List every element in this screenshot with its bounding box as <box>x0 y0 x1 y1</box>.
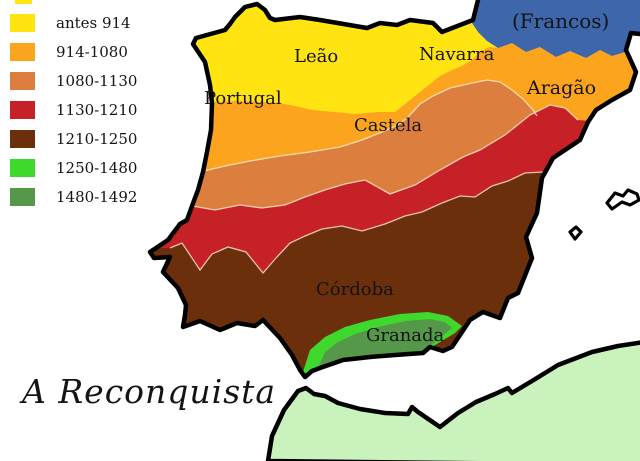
region-1480-1492 <box>318 319 452 368</box>
region-africa <box>265 340 640 461</box>
legend-swatch-914-1080 <box>10 43 35 61</box>
legend-swatch-1210-1250 <box>10 130 35 148</box>
legend-swatch-antes-914 <box>10 14 35 32</box>
legend-row: 1480-1492 <box>10 188 137 206</box>
label-francos: (Francos) <box>512 9 610 33</box>
legend-row: antes 914 <box>10 14 137 32</box>
legend-label: 1480-1492 <box>56 188 138 206</box>
legend-label: antes 914 <box>56 14 131 32</box>
label-granada: Granada <box>366 325 445 346</box>
divider-1080 <box>199 79 538 173</box>
legend-label: 1210-1250 <box>56 130 138 148</box>
label-leao: Leão <box>294 46 339 67</box>
legend-row: 1080-1130 <box>10 72 137 90</box>
label-portugal: Portugal <box>204 88 282 109</box>
divider-1210 <box>169 171 544 275</box>
divider-1130 <box>191 104 579 211</box>
label-cordoba: Córdoba <box>316 279 394 300</box>
legend-swatch-1130-1210 <box>10 101 35 119</box>
legend-label: 914-1080 <box>56 43 128 61</box>
coastline-outline <box>147 0 640 380</box>
legend-label: 1080-1130 <box>56 72 138 90</box>
legend-partial-swatch <box>15 0 32 4</box>
legend-label: 1130-1210 <box>56 101 138 119</box>
label-navarra: Navarra <box>419 44 495 65</box>
legend-swatch-1080-1130 <box>10 72 35 90</box>
region-francos <box>470 0 640 58</box>
legend-swatch-1250-1480 <box>10 159 35 177</box>
legend-row: 914-1080 <box>10 43 137 61</box>
label-aragao: Aragão <box>527 77 597 99</box>
page-title: A Reconquista <box>22 372 277 411</box>
island-ibiza <box>568 225 583 241</box>
label-castela: Castela <box>354 115 423 136</box>
legend-row: 1130-1210 <box>10 101 137 119</box>
legend: antes 914 914-1080 1080-1130 1130-1210 1… <box>10 14 137 217</box>
legend-row: 1250-1480 <box>10 159 137 177</box>
island-mallorca <box>605 188 640 211</box>
legend-label: 1250-1480 <box>56 159 138 177</box>
region-1210-1250 <box>150 172 548 377</box>
legend-row: 1210-1250 <box>10 130 137 148</box>
legend-swatch-1480-1492 <box>10 188 35 206</box>
